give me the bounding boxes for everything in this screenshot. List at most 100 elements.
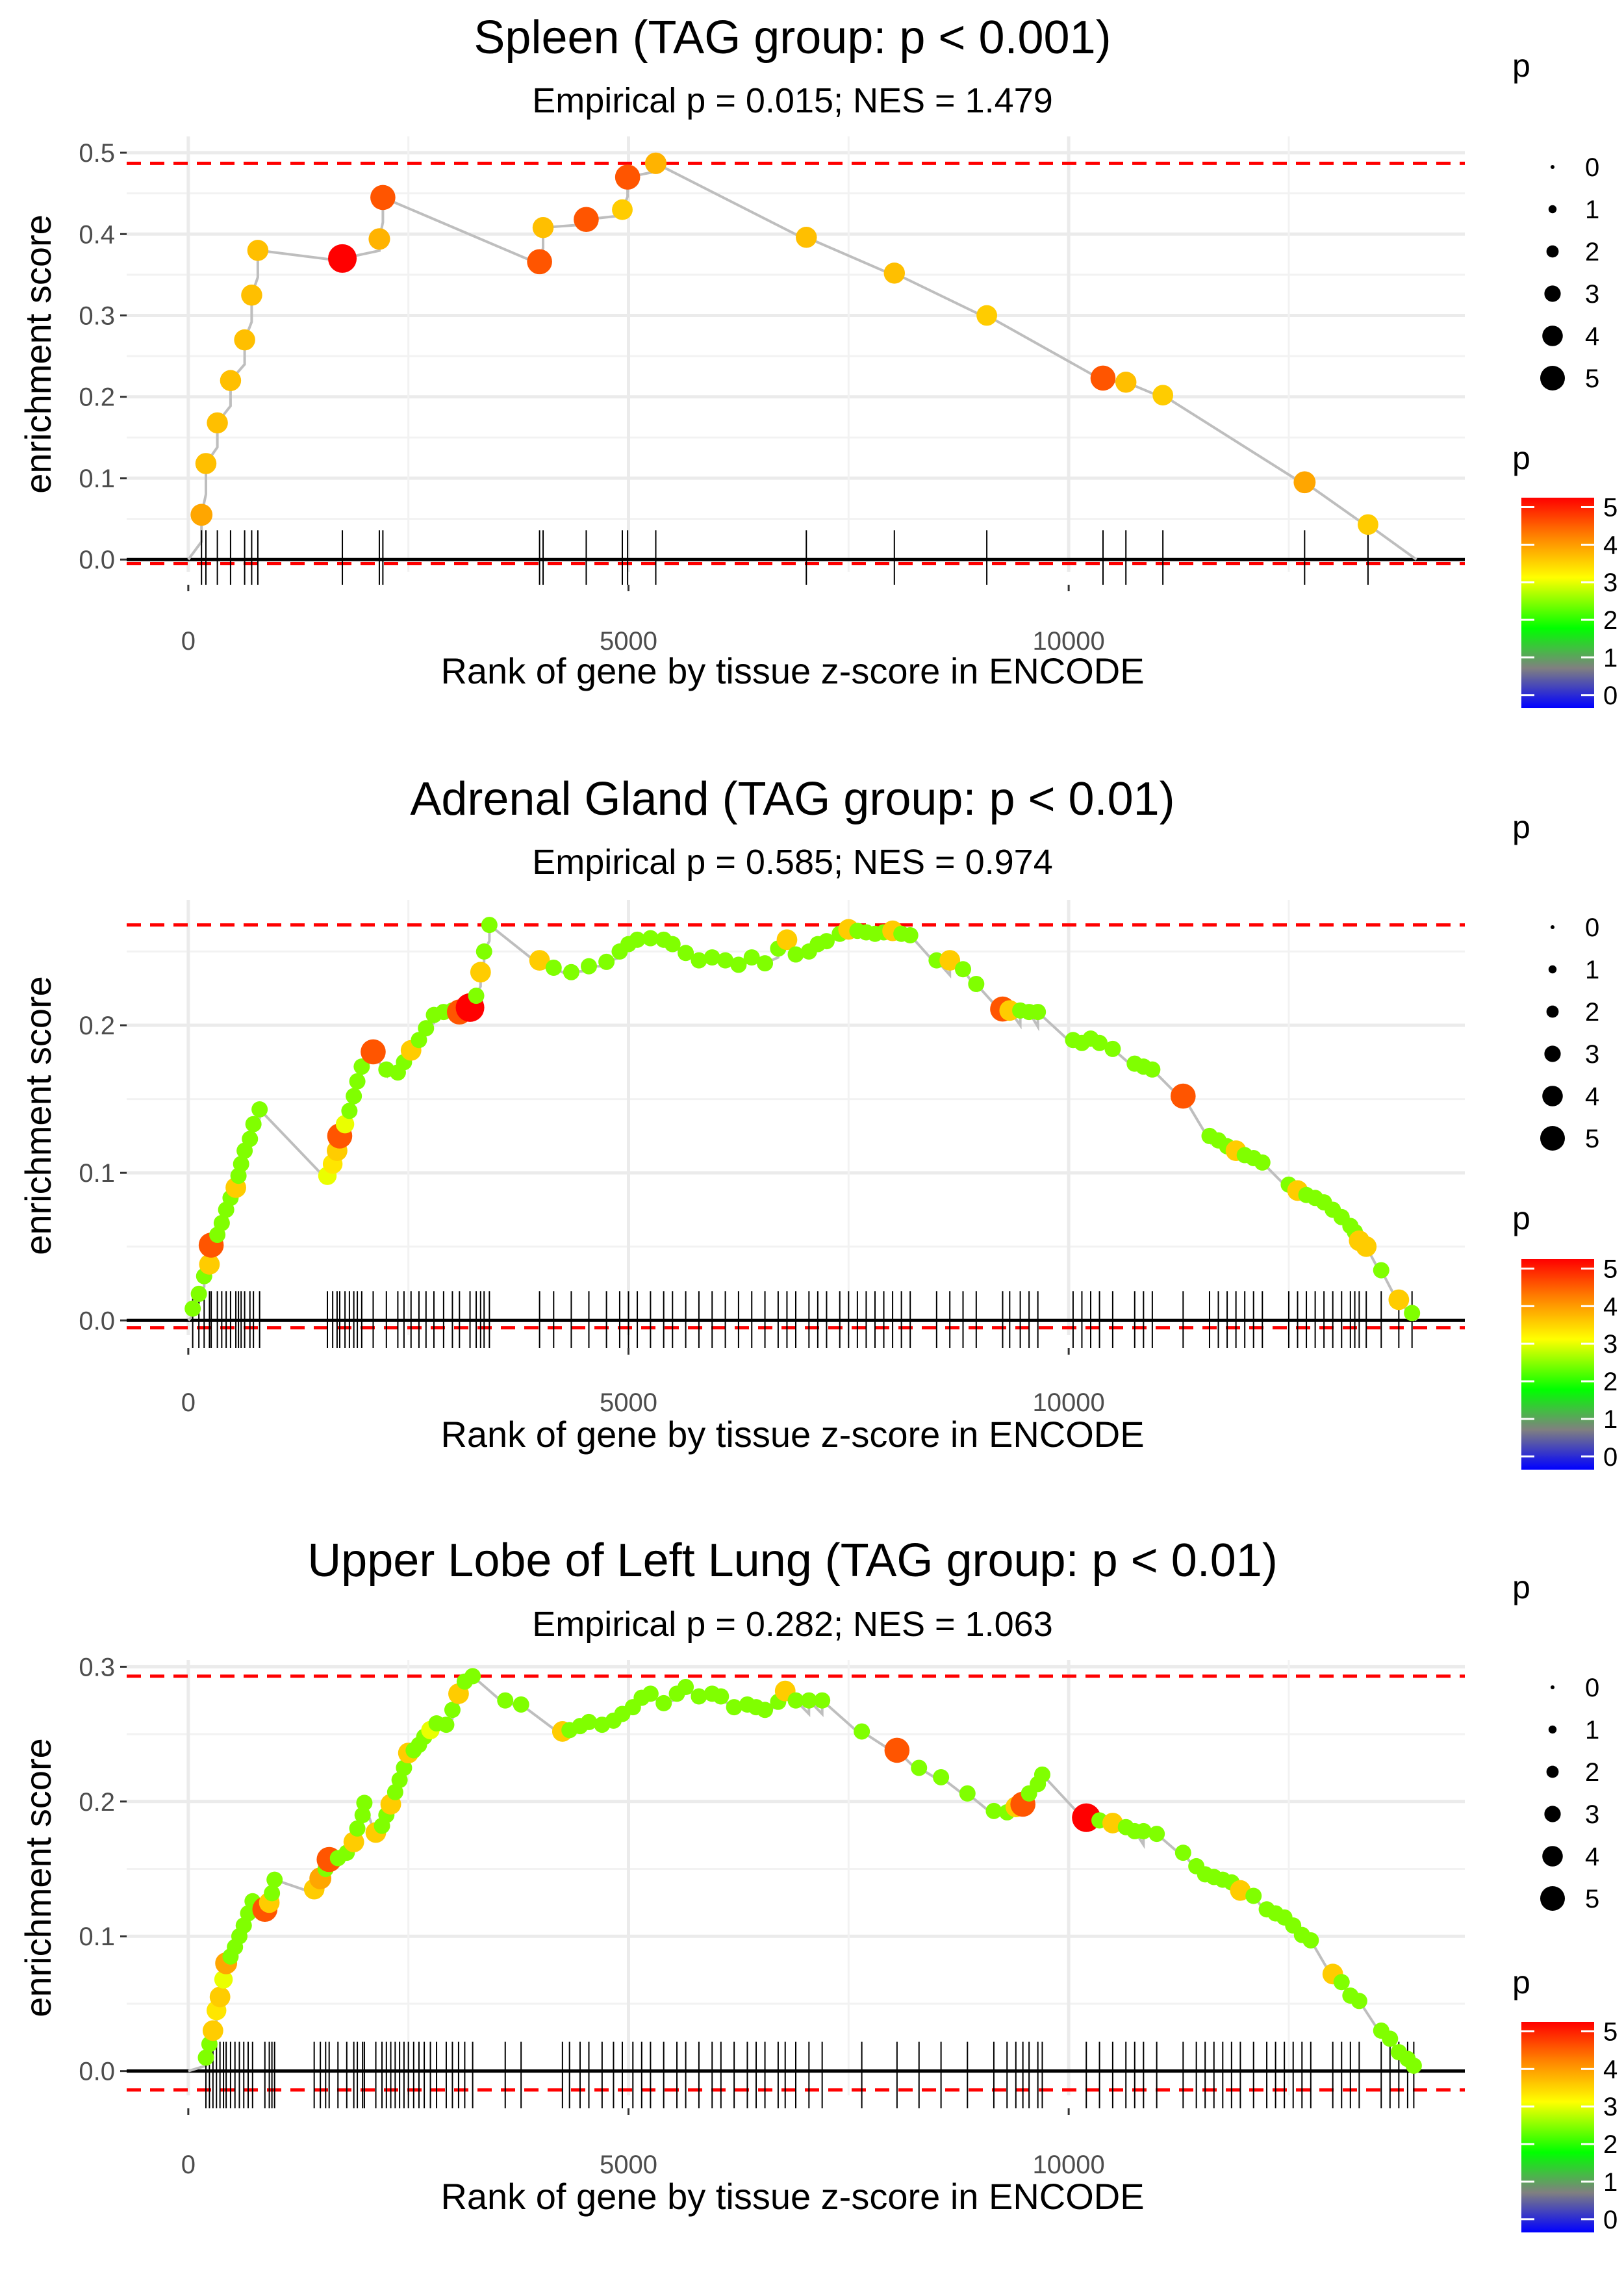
panel-1-size-legend: p 0 1 2 3 4 5 xyxy=(1512,47,1599,393)
size-legend-label: 5 xyxy=(1585,1125,1599,1153)
hit-point xyxy=(545,959,562,976)
colorbar xyxy=(1521,2022,1594,2232)
colorbar-label: 1 xyxy=(1603,1405,1618,1434)
hit-point xyxy=(704,949,720,966)
colorbar-label: 4 xyxy=(1603,1292,1618,1321)
hit-point xyxy=(796,227,817,248)
hit-point xyxy=(644,152,667,174)
hit-point xyxy=(854,1723,870,1740)
panel-1-title: Spleen (TAG group: p < 0.001) xyxy=(474,12,1111,64)
x-tick-label: 5000 xyxy=(600,627,657,656)
size-legend-dot xyxy=(1546,1765,1559,1778)
colorbar-label: 2 xyxy=(1603,606,1618,635)
hit-point xyxy=(1104,1040,1121,1057)
hit-point xyxy=(976,305,997,326)
hit-point xyxy=(346,1088,362,1105)
hit-point xyxy=(513,1696,529,1713)
hit-point xyxy=(195,453,217,474)
y-tick-label: 0.4 xyxy=(79,220,115,249)
size-legend-label: 1 xyxy=(1585,956,1599,984)
y-tick-label: 0.1 xyxy=(79,1159,115,1188)
size-legend-label: 4 xyxy=(1585,322,1599,351)
size-legend-dot xyxy=(1546,1005,1559,1018)
y-tick-label: 0.1 xyxy=(79,1923,115,1951)
hit-point xyxy=(743,949,760,966)
x-tick-label: 10000 xyxy=(1033,1388,1105,1417)
hit-point xyxy=(574,207,599,233)
hit-point xyxy=(939,950,961,971)
panel-3: Upper Lobe of Left Lung (TAG group: p < … xyxy=(18,1535,1618,2234)
hit-point xyxy=(563,964,579,980)
hit-point xyxy=(713,1688,730,1705)
color-legend-title: p xyxy=(1512,440,1530,476)
hit-point xyxy=(787,1692,804,1709)
hit-point xyxy=(251,1101,268,1118)
hit-point xyxy=(199,1254,220,1275)
hit-point xyxy=(959,1785,976,1802)
panel-2-plot: 0.0 0.1 0.2 0 5000 10000 xyxy=(79,900,1465,1417)
panel-2-size-legend: p 0 1 2 3 4 5 xyxy=(1512,809,1599,1153)
size-legend-dot xyxy=(1542,326,1563,346)
colorbar xyxy=(1521,498,1594,708)
size-legend-label: 3 xyxy=(1585,280,1599,309)
hit-point xyxy=(214,1970,233,1989)
hit-point xyxy=(202,2020,223,2041)
x-tick-label: 10000 xyxy=(1033,627,1105,656)
panel-2-xlabel: Rank of gene by tissue z-score in ENCODE xyxy=(440,1414,1144,1455)
hit-point xyxy=(328,244,357,273)
hit-point xyxy=(1115,371,1137,393)
y-tick-label: 0.3 xyxy=(79,302,115,331)
size-legend-label: 0 xyxy=(1585,913,1599,942)
size-legend-dot xyxy=(1546,245,1559,258)
panel-3-plot: 0.0 0.1 0.2 0.3 0 5000 10000 xyxy=(79,1653,1465,2179)
panel-1-color-legend: p 5 4 3 2 1 0 xyxy=(1512,440,1618,710)
y-tick-label: 0.0 xyxy=(79,546,115,574)
hit-point xyxy=(818,933,835,950)
hit-point xyxy=(776,929,798,951)
hit-point xyxy=(814,1692,831,1709)
hit-point xyxy=(1404,1305,1421,1322)
hit-point xyxy=(242,1131,259,1147)
colorbar-label: 3 xyxy=(1603,568,1618,597)
colorbar-label: 2 xyxy=(1603,2130,1618,2159)
running-score-line xyxy=(187,161,1417,561)
hit-point xyxy=(717,952,734,969)
size-legend-dot xyxy=(1551,925,1554,929)
hit-point xyxy=(968,975,985,992)
size-legend-dot xyxy=(1544,285,1561,302)
hit-point xyxy=(678,1678,694,1695)
hit-point xyxy=(233,1156,249,1173)
hit-point xyxy=(368,228,390,250)
hit-point xyxy=(629,931,646,948)
panel-3-size-legend: p 0 1 2 3 4 5 xyxy=(1512,1569,1599,1913)
hit-point xyxy=(730,956,747,973)
hit-point xyxy=(481,917,498,934)
hit-point xyxy=(985,1802,1002,1819)
size-legend-label: 0 xyxy=(1585,153,1599,182)
hit-point xyxy=(757,1702,774,1718)
hit-point xyxy=(1174,1845,1191,1861)
size-legend-title: p xyxy=(1512,809,1530,845)
size-legend-label: 4 xyxy=(1585,1843,1599,1871)
running-score-line xyxy=(188,1673,1418,2075)
colorbar xyxy=(1521,1259,1594,1470)
hit-point xyxy=(955,961,971,978)
panel-2-subtitle: Empirical p = 0.585; NES = 0.974 xyxy=(532,843,1052,882)
hit-point xyxy=(1152,385,1174,406)
y-tick-label: 0.5 xyxy=(79,139,115,168)
panel-2-title: Adrenal Gland (TAG group: p < 0.01) xyxy=(410,773,1174,825)
hit-point xyxy=(190,504,213,526)
colorbar-label: 4 xyxy=(1603,531,1618,559)
hit-point xyxy=(1388,1289,1410,1310)
hit-point xyxy=(787,946,804,963)
hit-point xyxy=(354,1807,371,1824)
hit-point xyxy=(581,1713,598,1730)
panel-1-plot: 0.0 0.1 0.2 0.3 0.4 0.5 0 5000 10000 xyxy=(79,136,1465,656)
hit-point xyxy=(1091,1034,1108,1051)
hit-point xyxy=(1034,1766,1050,1783)
colorbar-label: 3 xyxy=(1603,2093,1618,2121)
x-tick-label: 10000 xyxy=(1033,2151,1105,2179)
panel-2: Adrenal Gland (TAG group: p < 0.01) Empi… xyxy=(18,773,1618,1472)
hit-point xyxy=(1405,2057,1422,2074)
hit-point xyxy=(1373,1262,1389,1279)
